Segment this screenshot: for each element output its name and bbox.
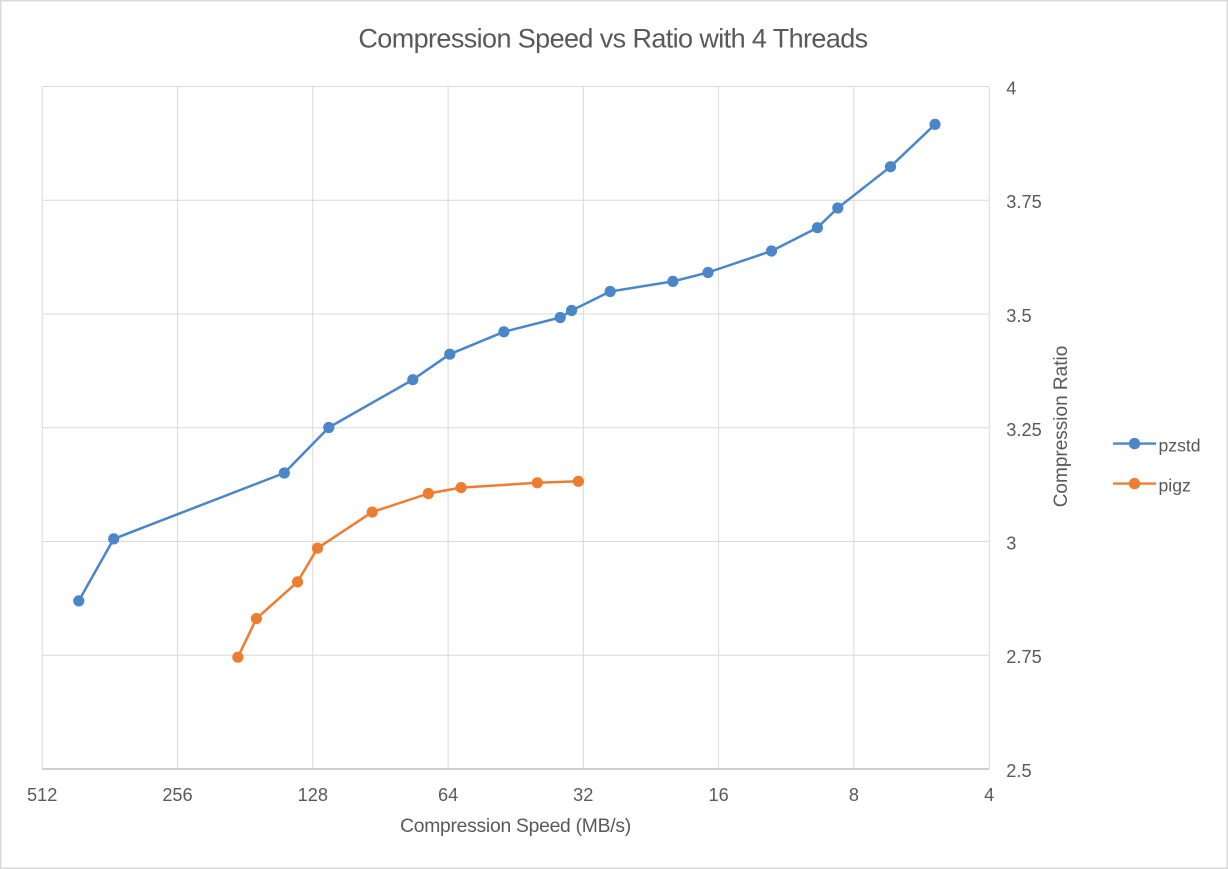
svg-text:3: 3 (1006, 534, 1016, 554)
svg-text:Compression Speed (MB/s): Compression Speed (MB/s) (400, 816, 631, 837)
svg-text:64: 64 (438, 785, 458, 805)
svg-text:512: 512 (27, 785, 57, 805)
svg-text:4: 4 (1006, 79, 1016, 99)
svg-text:8: 8 (849, 785, 859, 805)
svg-text:3.75: 3.75 (1006, 192, 1041, 212)
svg-text:256: 256 (162, 785, 192, 805)
svg-text:2.75: 2.75 (1006, 647, 1041, 667)
svg-text:pigz: pigz (1159, 476, 1191, 496)
svg-text:3.5: 3.5 (1006, 306, 1031, 326)
svg-text:Compression Speed vs Ratio wit: Compression Speed vs Ratio with 4 Thread… (358, 24, 867, 54)
svg-text:pzstd: pzstd (1159, 436, 1201, 456)
svg-text:2.5: 2.5 (1006, 761, 1031, 781)
svg-text:32: 32 (573, 785, 593, 805)
svg-text:3.25: 3.25 (1006, 420, 1041, 440)
svg-text:128: 128 (298, 785, 328, 805)
svg-text:16: 16 (708, 785, 728, 805)
svg-text:4: 4 (984, 785, 994, 805)
svg-text:Compression Ratio: Compression Ratio (1051, 346, 1072, 508)
